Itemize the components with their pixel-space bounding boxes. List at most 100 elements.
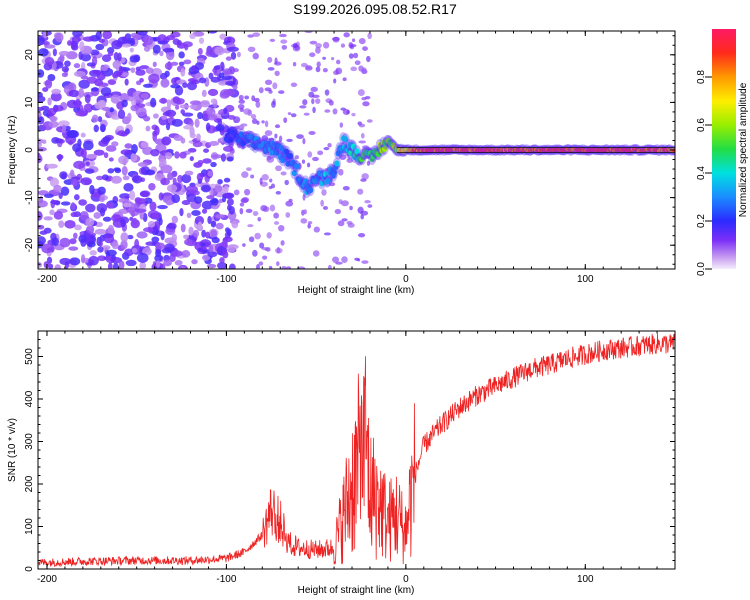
noise-blob	[102, 31, 113, 40]
noise-blob	[147, 220, 156, 228]
noise-blob	[284, 179, 289, 186]
noise-blob	[305, 65, 312, 70]
ridge-point	[375, 151, 381, 158]
noise-blob	[242, 243, 246, 247]
noise-blob	[250, 174, 255, 179]
noise-blob	[85, 217, 95, 227]
noise-blob	[114, 168, 122, 174]
noise-blob	[166, 184, 178, 193]
noise-blob	[112, 60, 121, 69]
noise-blob	[75, 110, 88, 117]
noise-blob	[207, 88, 219, 97]
noise-blob	[143, 227, 154, 233]
noise-blob	[322, 206, 329, 210]
noise-blob	[222, 68, 232, 77]
noise-blob	[134, 197, 142, 204]
noise-blob	[119, 216, 130, 225]
noise-blob	[367, 204, 373, 208]
noise-blob	[228, 263, 236, 269]
noise-blob	[106, 249, 117, 257]
noise-blob	[43, 193, 54, 198]
noise-blob	[38, 153, 42, 163]
colorbar-tick-label: 0.2	[696, 214, 707, 228]
noise-blob	[61, 72, 68, 78]
noise-blob	[38, 236, 46, 245]
colorbar-gradient	[712, 29, 736, 269]
noise-blob	[303, 112, 310, 116]
noise-blob	[361, 173, 369, 180]
noise-blob	[247, 224, 254, 228]
noise-blob	[362, 46, 368, 52]
y-tick-label: 200	[24, 475, 35, 492]
noise-blob	[166, 34, 176, 41]
noise-blob	[129, 47, 134, 53]
noise-blob	[256, 263, 260, 269]
noise-blob	[183, 59, 192, 65]
noise-blob	[343, 32, 350, 38]
noise-blob	[38, 95, 46, 103]
noise-blob	[194, 196, 203, 204]
noise-blob	[49, 209, 55, 216]
spectrogram-x-axis-label: Height of straight line (km)	[298, 285, 415, 296]
noise-blob	[83, 104, 90, 111]
noise-blob	[167, 172, 174, 181]
noise-blob	[84, 94, 91, 104]
noise-blob	[173, 134, 183, 142]
noise-blob	[167, 222, 177, 230]
noise-blob	[367, 32, 372, 40]
noise-blob	[140, 92, 149, 100]
noise-blob	[118, 260, 125, 269]
noise-blob	[101, 54, 112, 63]
x-tick-label: -100	[216, 274, 236, 285]
spectrogram-ridge	[222, 125, 675, 199]
snr-line	[38, 333, 675, 568]
noise-blob	[184, 170, 194, 176]
noise-blob	[127, 234, 134, 240]
noise-blob	[351, 112, 356, 117]
noise-blob	[327, 264, 332, 269]
noise-blob	[237, 103, 245, 110]
noise-blob	[321, 189, 327, 196]
noise-blob	[304, 31, 313, 34]
noise-blob	[309, 52, 316, 58]
noise-blob	[190, 79, 200, 85]
noise-blob	[280, 171, 287, 176]
noise-blob	[151, 212, 160, 220]
noise-blob	[108, 262, 113, 269]
noise-blob	[328, 182, 336, 187]
noise-blob	[50, 199, 61, 205]
noise-blob	[179, 104, 190, 109]
ridge-point	[228, 136, 235, 143]
noise-blob	[78, 234, 87, 243]
noise-blob	[132, 217, 138, 226]
noise-blob	[311, 98, 315, 105]
noise-blob	[309, 40, 318, 45]
noise-blob	[335, 59, 341, 65]
noise-blob	[214, 65, 221, 71]
noise-blob	[327, 142, 332, 148]
noise-blob	[58, 220, 65, 228]
noise-blob	[60, 186, 70, 196]
ridge-point	[287, 153, 294, 160]
noise-blob	[261, 120, 265, 124]
noise-blob	[158, 217, 163, 226]
noise-blob	[194, 215, 205, 226]
noise-blob	[210, 220, 217, 228]
noise-blob	[38, 210, 43, 221]
noise-blob	[111, 241, 119, 250]
colorbar-tick-label: 0.4	[696, 166, 707, 180]
noise-blob	[120, 239, 128, 250]
noise-blob	[215, 222, 224, 230]
noise-blob	[177, 174, 183, 184]
noise-blob	[110, 175, 122, 184]
colorbar-tick-label: 0.0	[696, 262, 707, 276]
noise-blob	[224, 227, 230, 233]
noise-blob	[269, 38, 276, 42]
noise-blob	[110, 256, 122, 264]
noise-blob	[124, 78, 129, 86]
noise-blob	[184, 238, 193, 246]
noise-blob	[239, 202, 245, 207]
noise-blob	[159, 50, 164, 57]
noise-blob	[143, 35, 154, 46]
noise-blob	[335, 68, 339, 75]
